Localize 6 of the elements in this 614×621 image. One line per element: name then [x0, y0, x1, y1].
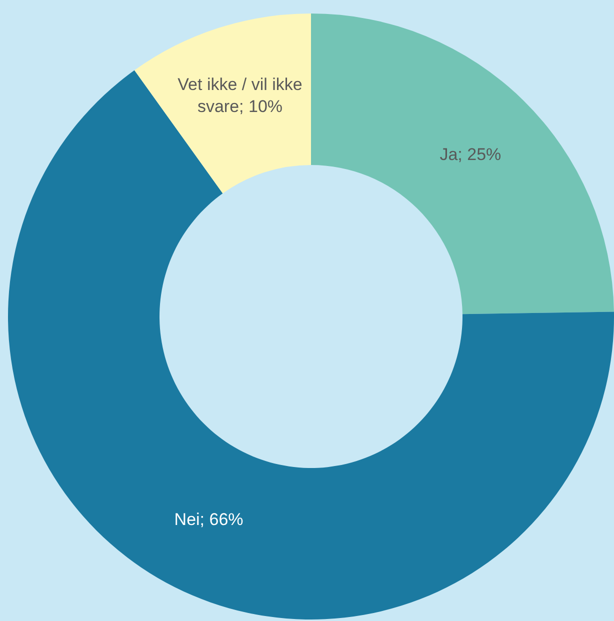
slice-label: Nei; 66% — [174, 510, 244, 529]
donut-slice — [134, 14, 311, 194]
donut-slice — [311, 14, 614, 314]
slice-label: Vet ikke / vil ikke svare; 10% — [178, 75, 302, 116]
donut-slice — [8, 70, 614, 620]
slice-label: Ja; 25% — [440, 145, 502, 164]
